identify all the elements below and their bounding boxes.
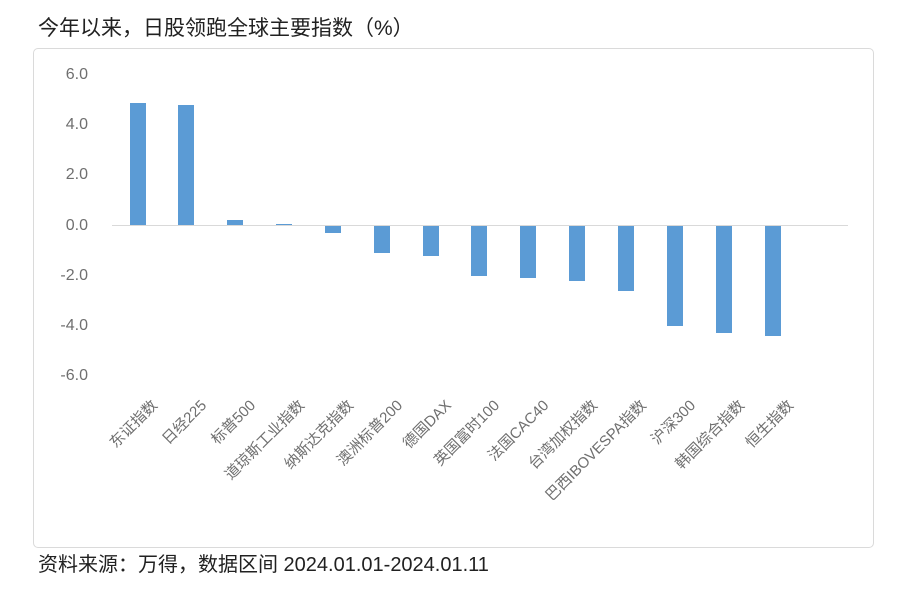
bar [178, 105, 195, 226]
y-tick-label: -4.0 [60, 316, 88, 334]
bar [373, 225, 390, 254]
bar [666, 225, 683, 326]
bar [422, 225, 439, 256]
zero-axis-line [112, 224, 848, 226]
plot-area: 6.0 4.0 2.0 0.0 -2.0 -4.0 -6.0 东证指数 日经225 标普500 道琼… [34, 49, 873, 547]
chart-frame: 6.0 4.0 2.0 0.0 -2.0 -4.0 -6.0 东证指数 日经225 标普500 道琼… [33, 48, 874, 548]
bar [324, 225, 341, 234]
bar [276, 224, 293, 226]
bar [227, 220, 244, 226]
bar [715, 225, 732, 334]
bar [129, 102, 146, 226]
y-tick-label: -2.0 [60, 266, 88, 284]
x-axis-label: 东证指数 [107, 397, 162, 452]
bar [618, 225, 634, 291]
y-tick-label: 2.0 [65, 166, 88, 184]
y-tick-label: -6.0 [60, 367, 88, 385]
bar [520, 225, 537, 279]
y-tick-label: 4.0 [65, 116, 88, 134]
bar [569, 225, 586, 281]
x-axis-label: 恒生指数 [742, 397, 797, 452]
chart-title: 今年以来，日股领跑全球主要指数（%） [38, 17, 414, 40]
x-axis-label: 日经225 [159, 397, 211, 448]
bar [471, 225, 488, 276]
source-note: 资料来源：万得，数据区间 2024.01.01-2024.01.11 [38, 554, 489, 576]
bar [764, 225, 781, 336]
y-tick-label: 0.0 [65, 216, 88, 234]
y-tick-label: 6.0 [65, 65, 88, 83]
